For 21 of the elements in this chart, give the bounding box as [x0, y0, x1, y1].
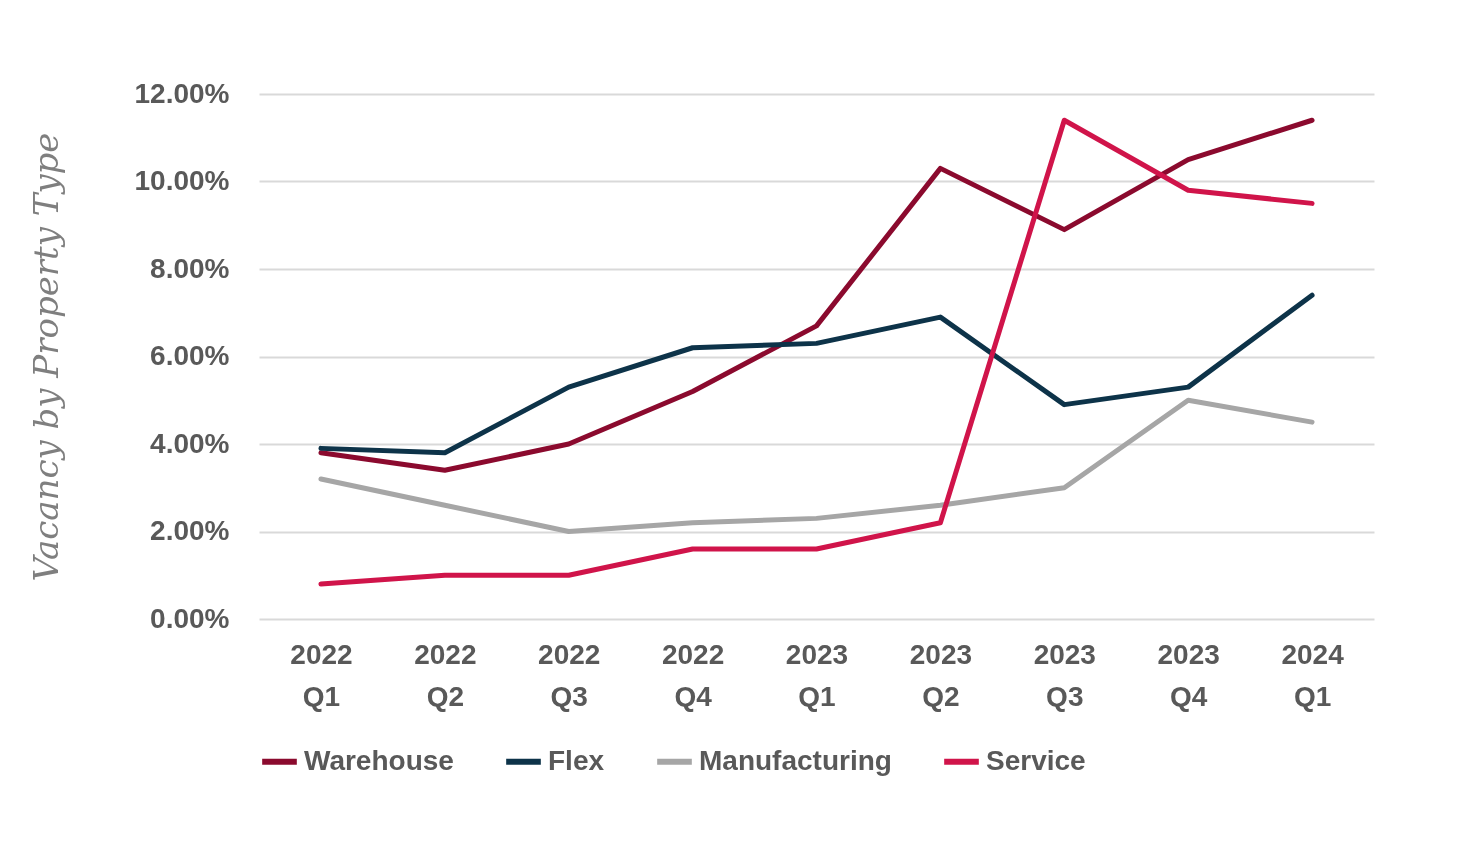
x-tick-label: 2022 Q4 — [661, 638, 725, 712]
y-tick-label: 12.00% — [134, 77, 230, 109]
y-axis-title: Vacancy by Property Type — [25, 132, 66, 582]
x-tick-label: 2023 Q2 — [909, 638, 973, 712]
y-tick-label: 4.00% — [150, 427, 230, 459]
x-tick-label: 2023 Q3 — [1033, 638, 1096, 712]
x-tick-label: 2022 Q1 — [290, 638, 353, 712]
legend-label: Service — [986, 744, 1086, 776]
y-tick-label: 6.00% — [150, 340, 230, 371]
y-tick-label: 10.00% — [134, 165, 230, 196]
legend-label: Warehouse — [304, 744, 454, 776]
x-tick-label: 2023 Q4 — [1157, 638, 1220, 712]
legend-label: Flex — [548, 744, 605, 776]
y-tick-label: 8.00% — [150, 252, 230, 284]
y-tick-label: 0.00% — [150, 602, 230, 634]
x-tick-label: 2024 Q1 — [1281, 638, 1345, 712]
legend-label: Manufacturing — [699, 744, 892, 776]
x-tick-label: 2023 Q1 — [785, 638, 849, 712]
x-tick-label: 2022 Q3 — [538, 638, 601, 712]
y-tick-label: 2.00% — [150, 515, 230, 546]
x-tick-label: 2022 Q2 — [414, 638, 477, 712]
